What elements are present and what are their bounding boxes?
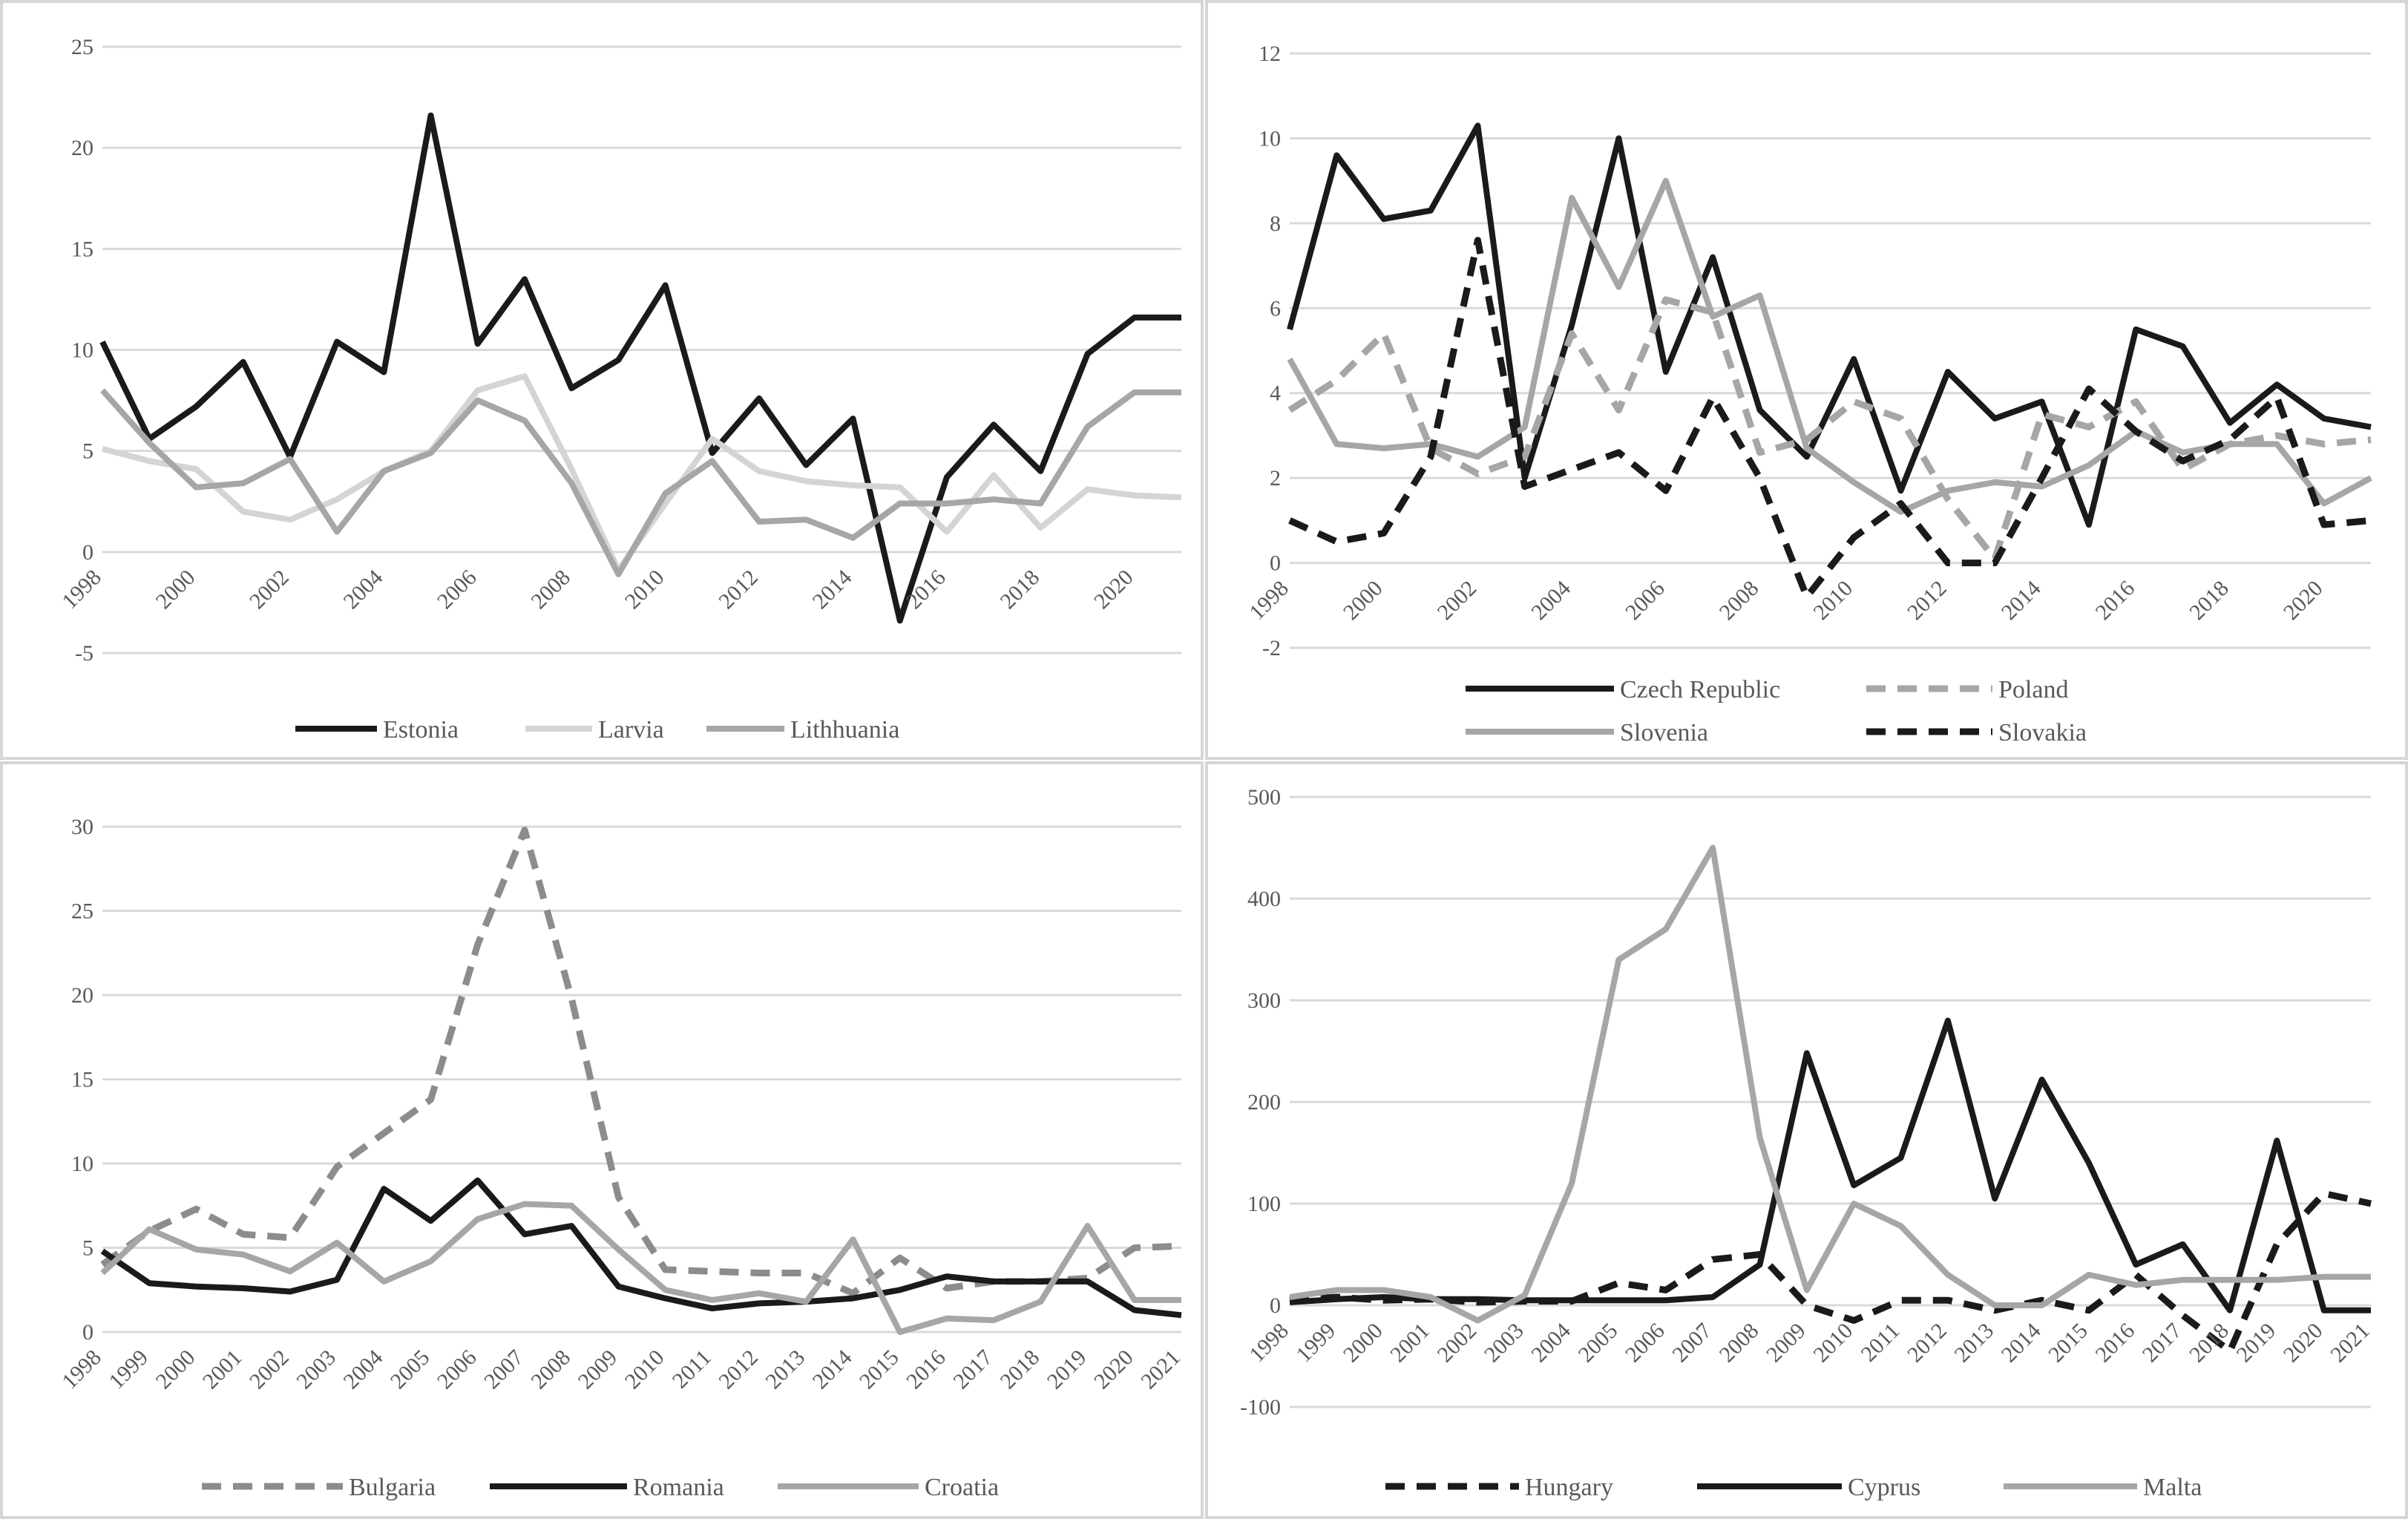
- y-tick-label: 8: [1270, 211, 1281, 236]
- legend-label: Lithhuania: [790, 716, 899, 744]
- legend-item: Slovakia: [1866, 719, 2087, 747]
- legend-item: Romania: [490, 1474, 724, 1501]
- legend-item: Larvia: [525, 716, 664, 744]
- legend-item: Estonia: [295, 716, 459, 744]
- series-line-slovakia: [1288, 237, 2372, 600]
- y-tick-label: 15: [71, 237, 94, 261]
- legend-item: Cyprus: [1697, 1474, 1920, 1501]
- legend-label: Estonia: [383, 716, 459, 744]
- y-tick-label: 0: [82, 1320, 94, 1345]
- legend-item: Lithhuania: [706, 716, 899, 744]
- legend-label: Poland: [1998, 676, 2068, 703]
- y-tick-label: -2: [1262, 636, 1281, 660]
- y-tick-label: -5: [75, 641, 94, 666]
- legend-item: Bulgaria: [202, 1474, 436, 1501]
- y-tick-label: 10: [71, 338, 94, 363]
- legend-label: Czech Republic: [1620, 676, 1780, 703]
- legend-label: Malta: [2143, 1474, 2202, 1501]
- y-tick-label: 2: [1270, 466, 1281, 491]
- legend-item: Hungary: [1385, 1474, 1613, 1501]
- series-line-bulgaria: [100, 827, 1182, 1297]
- y-tick-label: 30: [71, 815, 94, 839]
- y-tick-label: 25: [71, 35, 94, 59]
- y-tick-label: 10: [1259, 126, 1281, 151]
- legend-item: Czech Republic: [1466, 676, 1780, 703]
- legend-label: Bulgaria: [349, 1474, 436, 1501]
- series-line-romania: [100, 1177, 1182, 1319]
- y-tick-label: 5: [82, 439, 94, 464]
- y-tick-label: 100: [1247, 1192, 1281, 1216]
- y-tick-label: 10: [71, 1152, 94, 1176]
- y-tick-label: 25: [71, 899, 94, 924]
- y-tick-label: 0: [1270, 1293, 1281, 1318]
- y-tick-label: 200: [1247, 1090, 1281, 1115]
- legend-item: Malta: [2004, 1474, 2202, 1501]
- legend-label: Romania: [633, 1474, 724, 1501]
- y-tick-label: 6: [1270, 296, 1281, 321]
- legend-label: Cyprus: [1848, 1474, 1920, 1501]
- y-tick-label: 15: [71, 1068, 94, 1092]
- series-line-lithhuania: [100, 388, 1181, 577]
- y-tick-label: 500: [1247, 785, 1281, 810]
- series-line-cyprus: [1289, 1017, 2371, 1313]
- y-tick-label: 5: [82, 1236, 94, 1261]
- y-tick-label: -100: [1240, 1395, 1281, 1420]
- y-tick-label: 12: [1259, 42, 1281, 66]
- series-line-hungary: [1289, 1190, 2372, 1355]
- legend-label: Larvia: [598, 716, 664, 744]
- y-tick-label: 400: [1247, 887, 1281, 911]
- series-line-slovenia: [1287, 177, 2372, 515]
- legend-item: Poland: [1866, 676, 2068, 703]
- legend-label: Slovakia: [1998, 719, 2087, 747]
- series-line-czech-republic: [1287, 122, 2372, 528]
- y-tick-label: 20: [71, 983, 94, 1008]
- y-tick-label: 20: [71, 136, 94, 160]
- legend-item: Slovenia: [1466, 719, 1708, 747]
- legend-label: Hungary: [1525, 1474, 1613, 1501]
- y-tick-label: 0: [1270, 551, 1281, 576]
- series-line-poland: [1287, 296, 2372, 562]
- series-line-malta: [1289, 844, 2371, 1324]
- y-tick-label: 0: [82, 540, 94, 565]
- legend-label: Slovenia: [1620, 719, 1708, 747]
- y-tick-label: 300: [1247, 988, 1281, 1013]
- series-line-croatia: [100, 1201, 1181, 1335]
- legend-label: Croatia: [925, 1474, 999, 1501]
- series-line-estonia: [99, 112, 1181, 624]
- legend-item: Croatia: [778, 1474, 999, 1501]
- y-tick-label: 4: [1270, 381, 1281, 406]
